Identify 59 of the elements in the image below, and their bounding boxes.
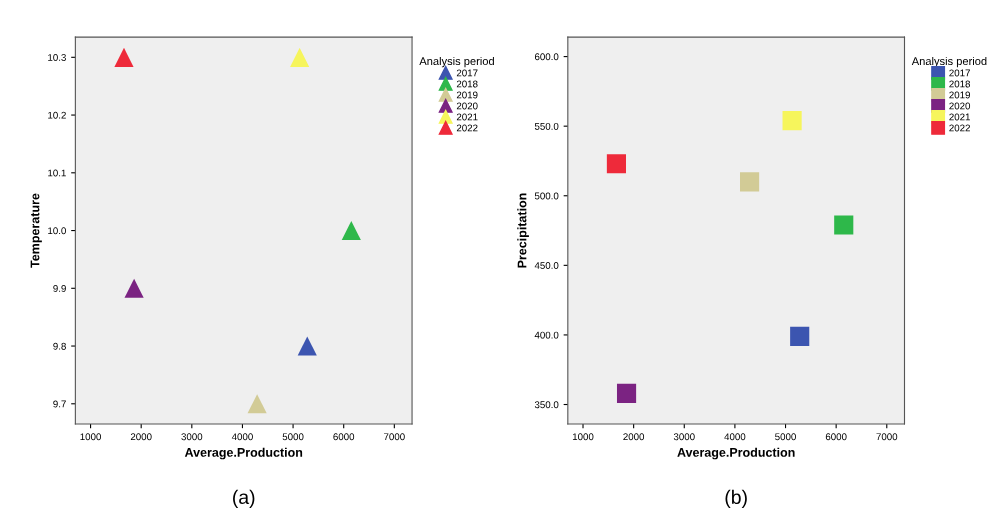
x-tick-label: 2000	[623, 433, 645, 441]
point	[247, 394, 267, 414]
x-tick-label: 4000	[724, 433, 746, 441]
legend-label: 2021	[456, 113, 478, 121]
legend-label: 2017	[949, 69, 970, 77]
legend-label: 2021	[949, 113, 970, 121]
legend-title: Analysis period	[911, 56, 987, 68]
y-tick-label: 9.8	[53, 342, 66, 350]
x-tick-label: 1000	[572, 433, 594, 441]
y-tick-label: 550.0	[534, 122, 559, 130]
y-tick-label: 10.0	[48, 227, 66, 235]
y-tick-label: 10.3	[48, 54, 66, 61]
text: (a)	[233, 489, 255, 508]
point	[790, 326, 810, 346]
point	[341, 220, 361, 241]
point	[740, 172, 760, 192]
x-axis-title: Average.Production	[677, 447, 795, 460]
point	[782, 111, 802, 131]
y-tick-label: 10.2	[48, 111, 66, 119]
point	[616, 383, 637, 403]
x-tick-label: 7000	[876, 433, 898, 441]
x-tick-label: 6000	[333, 433, 355, 441]
point	[297, 336, 317, 356]
y-tick-label: 400.0	[534, 331, 559, 339]
legend-label: 2019	[456, 91, 478, 99]
x-tick-label: 3000	[673, 433, 695, 441]
x-tick-label: 4000	[231, 433, 253, 441]
y-tick-label: 10.1	[48, 169, 66, 177]
y-tick-label: 350.0	[534, 401, 559, 409]
legend-label: 2020	[949, 102, 971, 110]
y-tick-label: 9.9	[53, 285, 66, 292]
point	[606, 154, 626, 174]
legend-label: 2018	[456, 80, 478, 88]
point	[834, 215, 854, 235]
legend-label: 2018	[949, 80, 971, 88]
x-tick-label: 7000	[384, 433, 405, 441]
point	[114, 47, 134, 67]
y-axis-title: Temperature	[30, 193, 42, 268]
x-tick-label: 6000	[825, 433, 847, 441]
y-tick-label: 450.0	[534, 262, 559, 269]
x-tick-label: 3000	[181, 433, 203, 441]
y-tick-label: 9.7	[53, 400, 66, 408]
x-tick-label: 2000	[130, 433, 152, 441]
y-axis-title: Precipitation	[517, 193, 529, 268]
point	[290, 47, 310, 67]
legend-label: 2017	[456, 69, 478, 77]
y-tick-label: 500.0	[534, 192, 559, 200]
legend-title: Analysis period	[419, 56, 494, 68]
point	[124, 278, 144, 298]
text: (b)	[725, 489, 747, 508]
legend-label: 2019	[949, 91, 970, 99]
y-tick-label: 600.0	[534, 53, 559, 61]
x-axis-title: Average.Production	[184, 447, 303, 460]
x-tick-label: 5000	[775, 433, 796, 441]
x-tick-label: 5000	[282, 433, 304, 441]
x-tick-label: 1000	[80, 433, 101, 441]
legend-label: 2020	[456, 102, 478, 110]
legend-label: 2022	[949, 124, 970, 132]
legend-label: 2022	[456, 124, 478, 132]
